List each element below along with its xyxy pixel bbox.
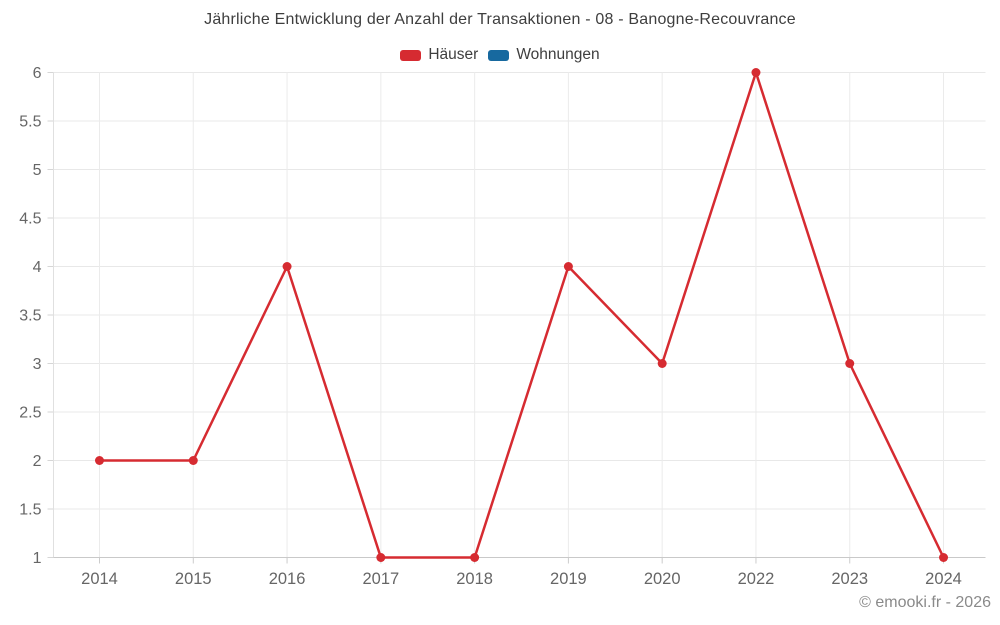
data-point-häuser-2020[interactable] — [657, 359, 667, 368]
data-point-häuser-2017[interactable] — [376, 553, 386, 562]
legend-item-hauser[interactable]: Häuser — [400, 46, 478, 64]
data-point-häuser-2016[interactable] — [282, 262, 292, 271]
legend-item-wohnungen[interactable]: Wohnungen — [488, 46, 600, 64]
y-axis-label: 4 — [33, 259, 42, 276]
x-axis-label: 2016 — [269, 570, 306, 588]
data-point-häuser-2023[interactable] — [845, 359, 855, 368]
y-axis-label: 1.5 — [19, 502, 41, 519]
x-axis-label: 2023 — [831, 570, 868, 588]
data-point-häuser-2014[interactable] — [95, 456, 104, 465]
x-axis-label: 2014 — [81, 570, 118, 588]
y-axis-label: 3 — [33, 356, 42, 373]
x-axis-label: 2022 — [738, 570, 775, 588]
data-point-häuser-2015[interactable] — [188, 456, 198, 465]
x-axis-label: 2018 — [456, 570, 493, 588]
x-axis-label: 2017 — [362, 570, 399, 588]
legend: Häuser Wohnungen — [0, 46, 1000, 64]
y-axis-label: 4.5 — [19, 211, 41, 228]
y-axis-label: 2 — [33, 453, 42, 470]
x-axis-label: 2024 — [925, 570, 962, 588]
legend-label-wohnungen: Wohnungen — [516, 46, 600, 63]
data-point-häuser-2022[interactable] — [751, 68, 761, 77]
series-line-häuser[interactable] — [98, 71, 945, 559]
x-axis-label: 2015 — [175, 570, 212, 588]
y-axis-label: 3.5 — [19, 308, 41, 325]
x-axis-label: 2020 — [644, 570, 681, 588]
x-axis-label: 2019 — [550, 570, 587, 588]
data-point-häuser-2019[interactable] — [563, 262, 573, 271]
chart-title: Jährliche Entwicklung der Anzahl der Tra… — [204, 11, 796, 28]
legend-marker-hauser-icon — [400, 49, 422, 61]
y-axis-label: 6 — [33, 65, 42, 82]
y-axis-label: 5.5 — [19, 114, 41, 131]
data-point-häuser-2018[interactable] — [470, 553, 480, 562]
y-axis-label: 5 — [33, 162, 42, 179]
legend-marker-wohnungen-icon — [488, 49, 510, 61]
y-axis-label: 1 — [33, 550, 42, 567]
y-axis-label: 2.5 — [19, 405, 41, 422]
legend-label-hauser: Häuser — [428, 46, 479, 63]
footer-credit: © emooki.fr - 2026 — [859, 594, 991, 611]
data-point-häuser-2024[interactable] — [939, 553, 949, 562]
